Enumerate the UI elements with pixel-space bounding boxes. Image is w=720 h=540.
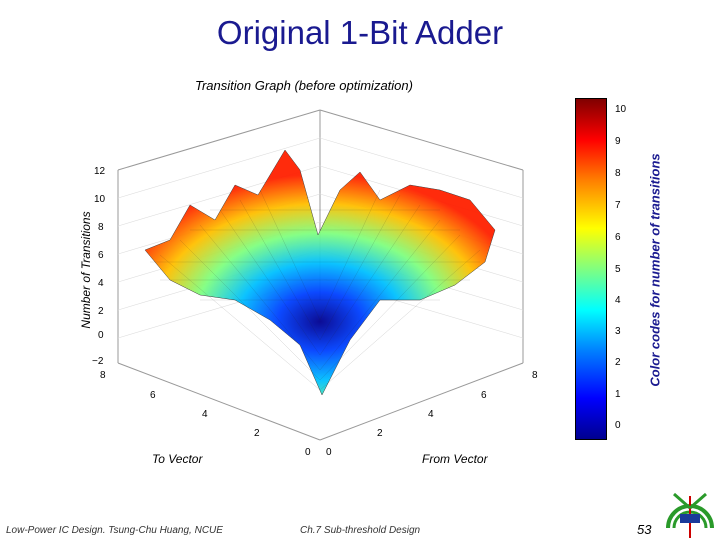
colorbar-tick: 4 bbox=[615, 295, 621, 306]
y-tick: 2 bbox=[377, 428, 383, 439]
x-tick: 4 bbox=[202, 409, 208, 420]
footer-left: Low-Power IC Design. Tsung-Chu Huang, NC… bbox=[6, 525, 223, 536]
z-tick: −2 bbox=[92, 356, 104, 367]
z-tick: 12 bbox=[94, 166, 106, 177]
colorbar-tick: 9 bbox=[615, 136, 621, 147]
y-tick: 0 bbox=[326, 447, 332, 458]
x-tick: 8 bbox=[100, 370, 106, 381]
y-tick: 4 bbox=[428, 409, 434, 420]
colorbar-tick: 8 bbox=[615, 168, 621, 179]
z-axis-label: Number of Transitions bbox=[79, 211, 93, 329]
z-tick: 10 bbox=[94, 194, 106, 205]
surface bbox=[144, 149, 496, 396]
y-tick: 8 bbox=[532, 370, 538, 381]
y-tick: 6 bbox=[481, 390, 487, 401]
page-number: 53 bbox=[637, 522, 652, 537]
footer-center: Ch.7 Sub-threshold Design bbox=[300, 525, 421, 536]
colorbar-tick: 2 bbox=[615, 357, 621, 368]
colorbar-tick: 3 bbox=[615, 326, 621, 337]
z-tick: 0 bbox=[98, 330, 104, 341]
axis-box bbox=[117, 109, 524, 441]
colorbar-tick: 1 bbox=[615, 389, 621, 400]
colorbar-tick: 7 bbox=[615, 200, 621, 211]
x-axis-label: To Vector bbox=[152, 452, 203, 466]
x-tick: 6 bbox=[150, 390, 156, 401]
plot-title: Transition Graph (before optimization) bbox=[195, 78, 413, 93]
colorbar-tick: 6 bbox=[615, 232, 621, 243]
surface-mesh bbox=[150, 189, 481, 391]
university-logo bbox=[666, 492, 714, 538]
x-tick: 2 bbox=[254, 428, 260, 439]
colorbar bbox=[575, 98, 607, 440]
slide-title: Original 1-Bit Adder bbox=[216, 14, 504, 51]
colorbar-tick: 5 bbox=[615, 264, 621, 275]
z-tick: 6 bbox=[98, 250, 104, 261]
z-tick: 2 bbox=[98, 306, 104, 317]
colorbar-label: Color codes for number of transitions bbox=[647, 153, 663, 387]
z-tick: 4 bbox=[98, 278, 104, 289]
colorbar-tick: 10 bbox=[615, 104, 627, 115]
z-tick: 8 bbox=[98, 222, 104, 233]
colorbar-tick: 0 bbox=[615, 420, 621, 431]
y-axis-label: From Vector bbox=[422, 452, 488, 466]
x-tick: 0 bbox=[305, 447, 311, 458]
